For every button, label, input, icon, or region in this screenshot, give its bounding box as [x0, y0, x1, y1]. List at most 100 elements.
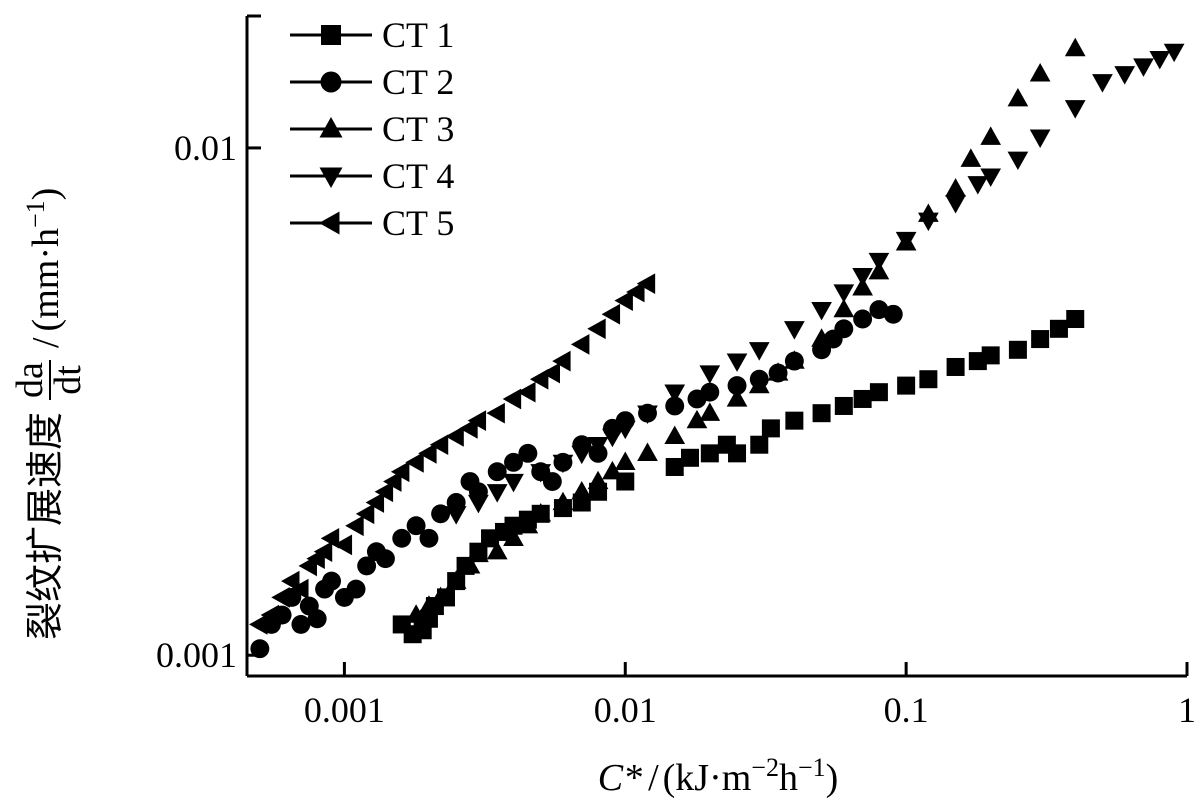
data-point	[761, 419, 780, 438]
data-point	[637, 405, 658, 424]
data-point	[919, 370, 938, 389]
data-point	[260, 604, 280, 626]
data-point	[468, 494, 489, 514]
data-point	[504, 516, 523, 535]
data-point	[981, 346, 1000, 365]
data-point	[249, 614, 268, 635]
x-axis-open: (	[663, 757, 676, 799]
y-tick-label: 0.001	[156, 635, 237, 675]
data-point	[419, 528, 439, 548]
data-point	[541, 362, 560, 384]
data-point	[811, 301, 832, 321]
data-point	[481, 529, 500, 548]
data-point	[355, 503, 375, 525]
x-tick-label: 0.01	[594, 690, 657, 730]
legend-marker	[321, 25, 341, 45]
data-point	[665, 396, 685, 416]
data-point	[281, 570, 300, 592]
data-point	[967, 176, 989, 195]
data-point	[750, 435, 769, 454]
data-point	[530, 503, 552, 522]
data-point	[570, 334, 590, 355]
data-point	[467, 410, 487, 432]
data-point	[700, 444, 719, 463]
data-point	[748, 342, 770, 361]
data-point	[727, 376, 747, 396]
y-axis-open: (	[25, 319, 67, 332]
series-4	[445, 43, 1185, 525]
data-point	[374, 481, 394, 503]
data-point	[767, 362, 789, 381]
data-point	[686, 409, 708, 429]
x-ticks: 0.001 0.01 0.1 1	[304, 662, 1196, 730]
y-axis-exp: −1	[21, 200, 50, 228]
data-point	[784, 350, 805, 369]
data-point	[518, 443, 538, 463]
data-point	[626, 281, 645, 303]
data-point	[587, 470, 609, 490]
data-point	[1049, 319, 1068, 338]
data-point	[290, 578, 309, 600]
data-point	[748, 374, 770, 394]
y-axis-cjk: 裂纹扩展速度	[25, 412, 67, 640]
data-point	[784, 321, 805, 340]
data-point	[418, 443, 437, 464]
data-point	[1031, 330, 1050, 349]
series-5	[249, 273, 656, 635]
legend-entry: CT 3	[290, 109, 454, 149]
data-point	[1133, 58, 1154, 77]
data-point	[1149, 50, 1171, 70]
data-point	[517, 514, 539, 534]
data-point	[614, 290, 633, 311]
data-point	[375, 549, 395, 569]
data-point	[1008, 340, 1027, 359]
data-point	[883, 304, 903, 324]
legend-entry: CT 1	[290, 15, 454, 55]
data-point	[700, 382, 720, 402]
data-point	[307, 609, 327, 629]
legend-entry: CT 2	[290, 62, 454, 102]
data-point	[833, 284, 855, 303]
data-point	[552, 491, 574, 511]
legend-label: CT 3	[382, 109, 454, 149]
data-point	[897, 376, 916, 395]
y-axis-frac-den: dt	[47, 365, 89, 395]
y-tick-label: 0.01	[174, 128, 237, 168]
data-point	[811, 328, 832, 347]
x-tick-label: 0.001	[304, 690, 385, 730]
x-axis-sep: /	[648, 757, 659, 799]
data-point	[418, 595, 440, 614]
data-point	[390, 461, 410, 483]
data-point	[602, 428, 623, 448]
data-point	[542, 472, 562, 491]
data-point	[834, 319, 854, 339]
data-point	[320, 527, 340, 549]
data-point	[552, 454, 574, 474]
data-point	[1066, 310, 1085, 329]
data-point	[853, 389, 872, 408]
plot-frame	[245, 16, 1187, 678]
x-axis-unit: kJ·m	[675, 757, 751, 799]
y-axis-close: )	[25, 188, 67, 201]
data-point	[602, 460, 623, 480]
data-point	[1163, 43, 1185, 63]
data-point	[960, 148, 982, 167]
data-point	[614, 420, 636, 440]
data-point	[869, 383, 888, 402]
series-layer	[249, 37, 1185, 659]
legend-label: CT 1	[382, 15, 454, 55]
data-point	[980, 126, 1002, 145]
legend-label: CT 4	[382, 156, 454, 196]
data-point	[834, 396, 853, 415]
data-point	[833, 298, 855, 318]
data-point	[1007, 151, 1029, 171]
data-point	[271, 587, 290, 608]
data-point	[530, 464, 552, 483]
data-point	[357, 556, 377, 576]
data-point	[406, 516, 426, 536]
data-point	[291, 614, 311, 634]
data-point	[445, 506, 467, 525]
x-axis-unit2: h	[779, 757, 798, 799]
y-axis-unit: mm·h	[25, 228, 67, 319]
